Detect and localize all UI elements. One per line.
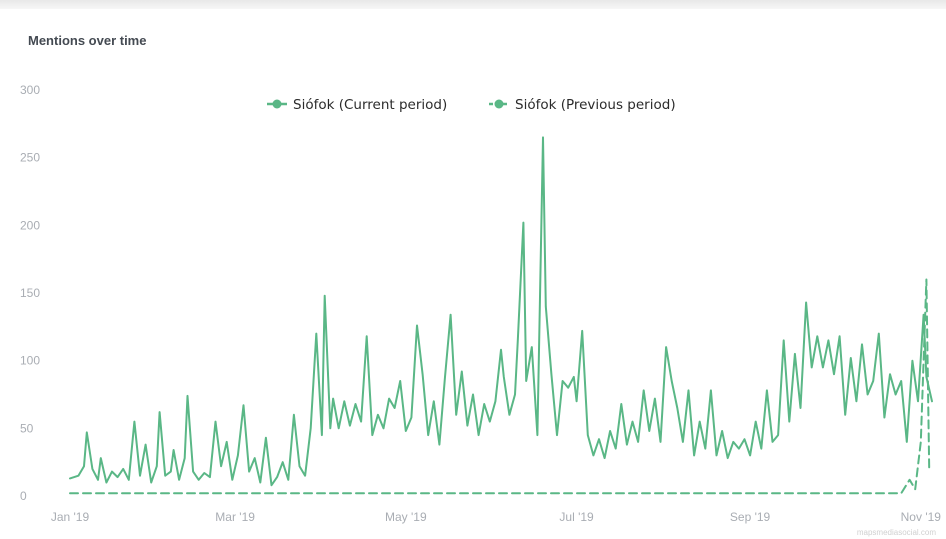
x-tick-label: Mar '19 bbox=[215, 510, 255, 524]
chart-card bbox=[10, 12, 942, 532]
y-tick-label: 200 bbox=[20, 218, 40, 232]
y-tick-label: 50 bbox=[20, 421, 34, 435]
legend-marker bbox=[272, 99, 282, 109]
series-layer bbox=[69, 136, 933, 495]
chart-title: Mentions over time bbox=[28, 33, 147, 48]
legend-item-current[interactable]: Siófok (Current period) bbox=[267, 97, 447, 113]
legend-item-previous[interactable]: Siófok (Previous period) bbox=[489, 97, 676, 113]
x-tick-label: Sep '19 bbox=[730, 510, 771, 524]
y-tick-label: 300 bbox=[20, 83, 40, 97]
y-tick-label: 0 bbox=[20, 489, 27, 503]
x-tick-label: Nov '19 bbox=[901, 510, 942, 524]
series-line-current[interactable] bbox=[69, 136, 933, 487]
legend-label: Siófok (Previous period) bbox=[515, 97, 676, 113]
legend-label: Siófok (Current period) bbox=[293, 97, 447, 113]
x-axis: Jan '19 Mar '19 May '19 Jul '19 Sep '19 Nov '… bbox=[51, 510, 941, 524]
y-tick-label: 150 bbox=[20, 286, 40, 300]
x-tick-label: May '19 bbox=[385, 510, 427, 524]
y-axis: 0 50 100 150 200 250 300 bbox=[20, 83, 40, 503]
x-tick-label: Jan '19 bbox=[51, 510, 90, 524]
legend-marker bbox=[494, 99, 504, 109]
top-strip bbox=[0, 0, 946, 9]
series-line-previous[interactable] bbox=[69, 278, 931, 495]
chart-legend[interactable]: Siófok (Current period) Siófok (Previous … bbox=[267, 97, 676, 113]
x-tick-label: Jul '19 bbox=[559, 510, 594, 524]
y-tick-label: 250 bbox=[20, 151, 40, 165]
y-tick-label: 100 bbox=[20, 354, 40, 368]
credit-watermark: mapsmediasocial.com bbox=[856, 528, 936, 537]
